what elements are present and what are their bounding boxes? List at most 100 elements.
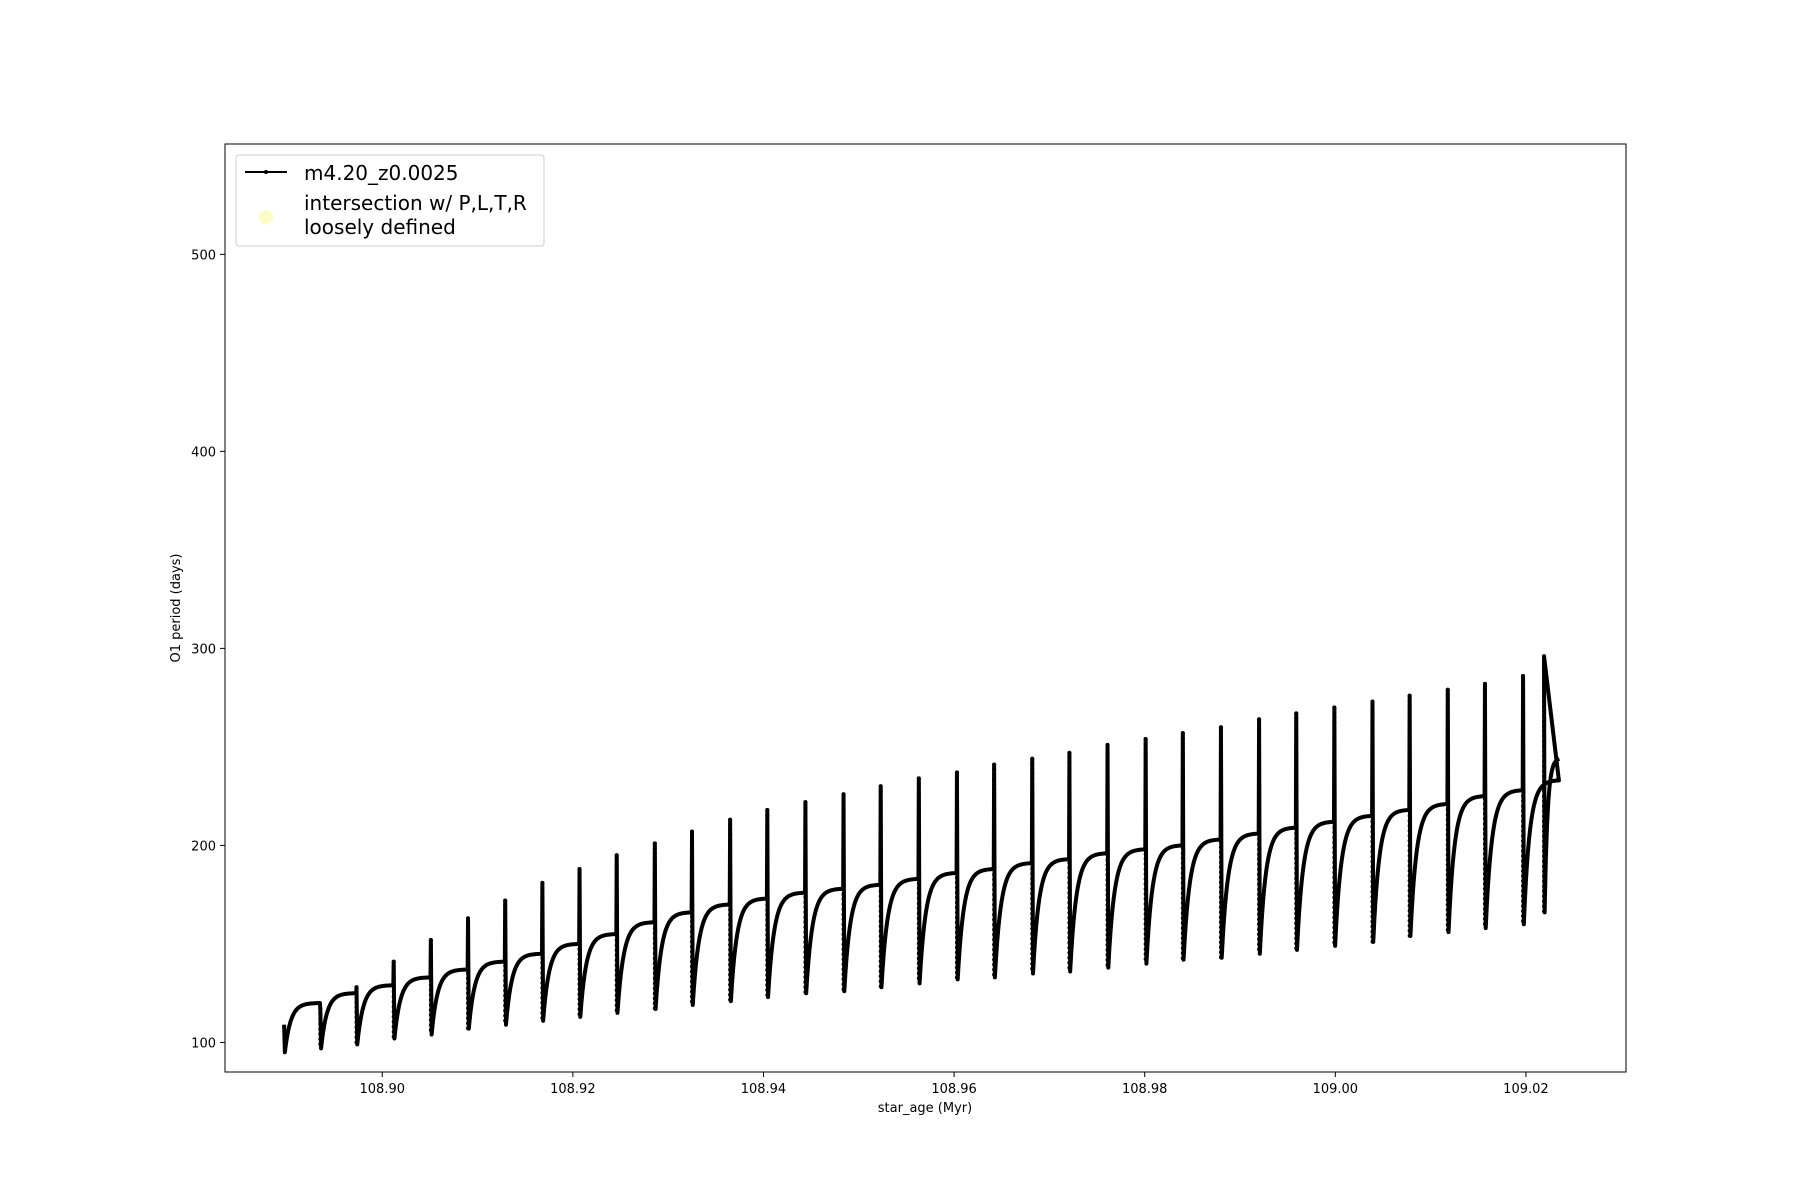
series-point	[1030, 906, 1035, 911]
series-point	[992, 832, 997, 837]
series-point	[1218, 815, 1223, 820]
series-point	[1521, 844, 1526, 848]
series-point	[1332, 915, 1337, 920]
series-point	[992, 887, 997, 892]
series-point	[1370, 919, 1375, 924]
series-point	[1521, 899, 1526, 903]
series-point	[1407, 728, 1412, 733]
series-point	[1143, 842, 1148, 846]
series-point	[728, 947, 733, 952]
series-point	[765, 808, 770, 812]
series-point	[1180, 731, 1185, 736]
series-point	[1482, 746, 1487, 751]
series-point	[1180, 921, 1185, 926]
series-point	[540, 990, 545, 995]
series-point	[1257, 862, 1262, 867]
series-point	[1257, 722, 1262, 727]
series-point	[1332, 760, 1337, 765]
series-point	[1067, 840, 1072, 845]
series-point	[841, 792, 846, 797]
series-point	[1030, 931, 1035, 936]
x-tick-label: 108.92	[550, 1082, 596, 1097]
series-point	[391, 959, 396, 964]
series-point	[1294, 711, 1299, 716]
series-point	[1482, 776, 1487, 781]
series-point	[878, 884, 883, 889]
series-point	[1257, 887, 1262, 892]
series-point	[354, 990, 359, 995]
series-point	[1542, 669, 1547, 674]
series-point	[1482, 796, 1487, 801]
series-point	[1445, 827, 1450, 832]
series-point	[954, 895, 959, 900]
series-point	[1030, 836, 1035, 841]
series-point	[1067, 810, 1072, 815]
series-point	[916, 856, 921, 861]
series-point	[1180, 776, 1185, 781]
series-point	[1294, 821, 1299, 826]
series-point	[577, 1012, 582, 1017]
series-point	[466, 961, 471, 966]
series-point	[1294, 946, 1299, 951]
series-point	[1445, 882, 1450, 887]
series-point	[1218, 925, 1223, 930]
series-point	[1218, 790, 1223, 795]
series-point	[577, 872, 582, 877]
series-point	[878, 974, 883, 979]
series-point	[1370, 839, 1375, 844]
series-point	[1105, 767, 1110, 772]
series-point	[1257, 717, 1262, 722]
series-point	[1067, 795, 1072, 800]
series-point	[878, 984, 883, 989]
series-point	[1143, 882, 1148, 886]
series-point	[954, 950, 959, 955]
series-point	[765, 928, 770, 932]
series-point	[992, 837, 997, 842]
series-point	[1445, 927, 1450, 932]
series-point	[540, 920, 545, 925]
series-point	[577, 942, 582, 947]
series-point	[1030, 941, 1035, 946]
series-point	[954, 805, 959, 810]
series-point	[1370, 799, 1375, 804]
series-point	[765, 903, 770, 907]
series-point	[1521, 819, 1526, 823]
series-point	[1542, 729, 1547, 734]
series-point	[878, 959, 883, 964]
series-point	[1521, 704, 1526, 708]
series-point	[540, 975, 545, 980]
series-point	[1294, 891, 1299, 896]
series-point	[1332, 800, 1337, 805]
series-point	[1030, 961, 1035, 966]
series-point	[1445, 912, 1450, 917]
series-point	[690, 944, 694, 949]
series-point	[428, 1013, 433, 1017]
series-point	[1542, 739, 1547, 744]
series-point	[1105, 797, 1110, 802]
series-point	[1521, 674, 1526, 678]
series-point	[540, 1000, 545, 1005]
series-point	[916, 971, 921, 976]
series-point	[1332, 900, 1337, 905]
series-point	[690, 919, 694, 924]
series-point	[1030, 891, 1035, 896]
series-point	[803, 980, 808, 985]
series-point	[1482, 846, 1487, 851]
series-point	[1445, 752, 1450, 757]
series-point	[1332, 750, 1337, 755]
series-point	[1482, 916, 1487, 921]
series-point	[1180, 871, 1185, 876]
series-point	[577, 977, 582, 982]
series-point	[652, 996, 657, 1001]
series-point	[1542, 814, 1547, 819]
series-point	[318, 1022, 323, 1026]
series-point	[841, 832, 846, 837]
y-axis-label: O1 period (days)	[169, 553, 184, 662]
series-point	[1521, 694, 1526, 698]
series-point	[1332, 905, 1337, 910]
series-point	[1105, 762, 1110, 767]
series-point	[954, 790, 959, 795]
series-point	[1218, 750, 1223, 755]
series-point	[577, 927, 582, 932]
